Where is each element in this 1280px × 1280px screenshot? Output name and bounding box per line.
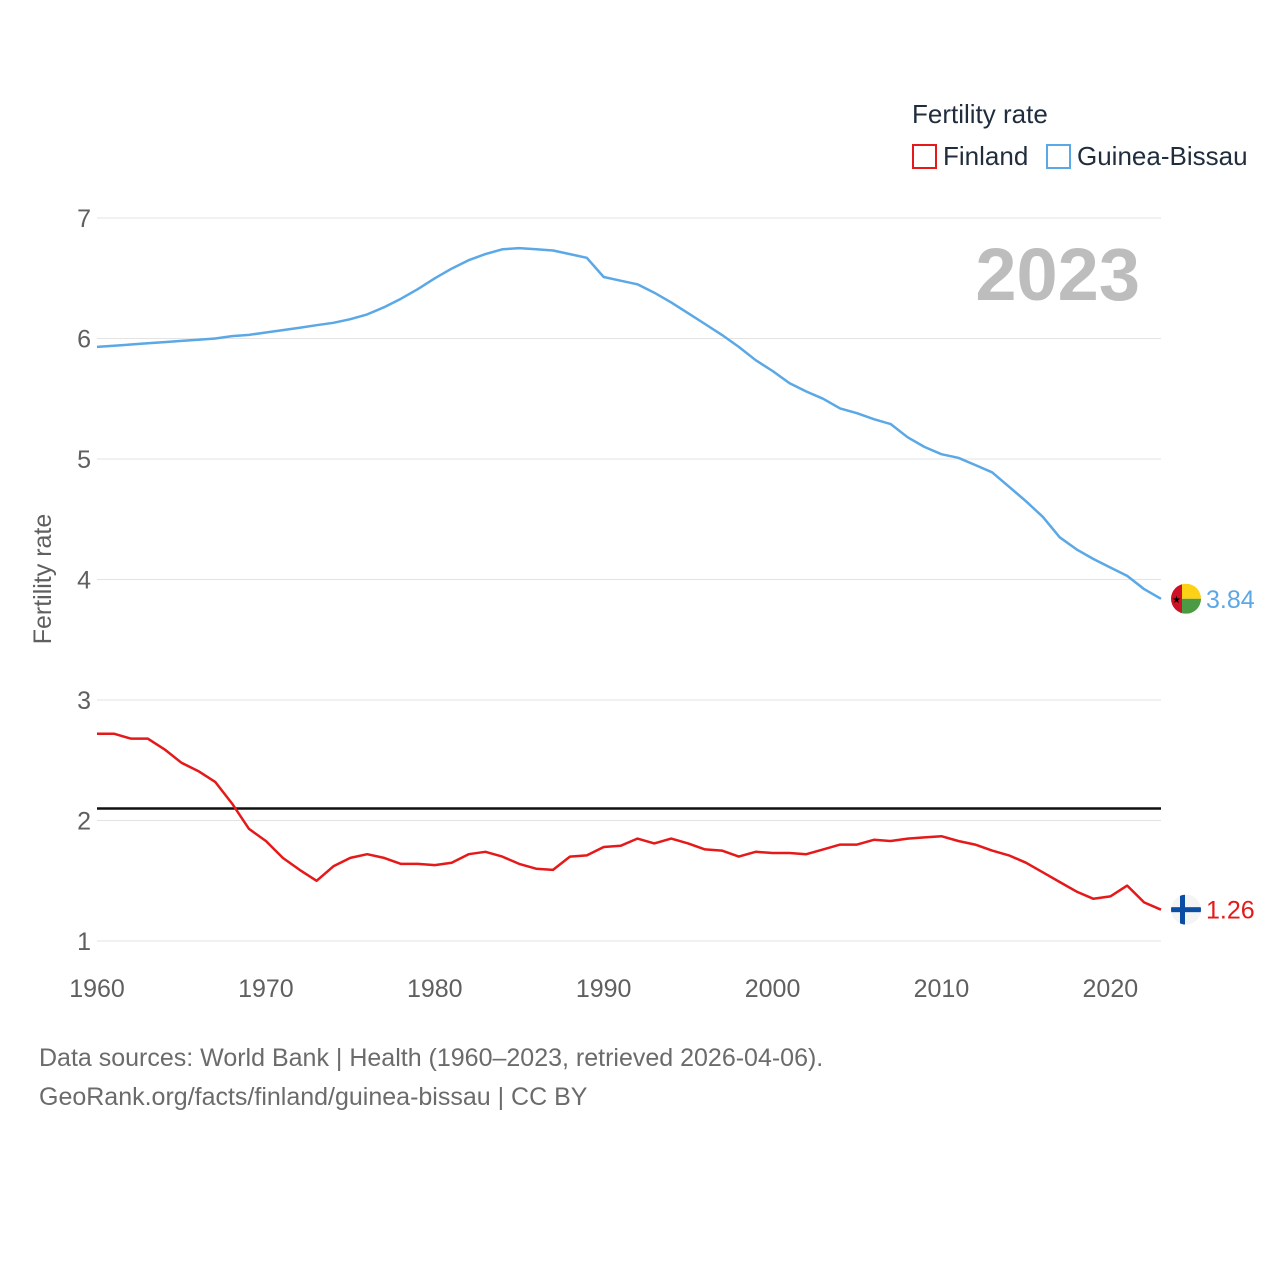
series-line-finland[interactable]: [97, 732, 1162, 911]
legend-swatch-finland: [912, 143, 937, 169]
y-tick-label-1: 1: [77, 928, 91, 956]
series-group: 1.26 3.84: [96, 246, 1255, 925]
gridlines: [97, 217, 1161, 942]
x-tick-label-2020: 2020: [1083, 975, 1139, 1003]
y-tick-label-6: 6: [77, 326, 91, 354]
x-tick-label-1980: 1980: [407, 975, 463, 1003]
year-label: 2023: [975, 233, 1140, 316]
legend-item-guinea-bissau[interactable]: Guinea-Bissau: [1046, 141, 1248, 171]
guinea-bissau-flag-icon: ★: [1171, 583, 1201, 614]
end-value-label-finland: 1.26: [1206, 897, 1255, 925]
end-value-label-guinea-bissau: 3.84: [1206, 586, 1255, 614]
y-tick-label-7: 7: [77, 205, 91, 233]
legend-label-guinea-bissau: Guinea-Bissau: [1077, 140, 1248, 171]
y-tick-label-3: 3: [77, 687, 91, 715]
series-line-guinea-bissau[interactable]: [96, 246, 1162, 600]
y-tick-label-4: 4: [77, 567, 91, 595]
finland-flag-icon: [1171, 894, 1201, 925]
x-tick-label-1970: 1970: [238, 975, 294, 1003]
x-tick-label-2010: 2010: [914, 975, 970, 1003]
end-markers: ★: [1171, 583, 1201, 925]
source-line-1: Data sources: World Bank | Health (1960–…: [39, 1044, 824, 1072]
legend-swatch-guinea-bissau: [1046, 143, 1071, 169]
y-axis-ticks: 1 2 3 4 5 6 7: [77, 205, 91, 956]
legend-title: Fertility rate: [912, 99, 1048, 129]
svg-text:★: ★: [1172, 595, 1181, 606]
x-axis-ticks: 1960 1970 1980 1990 2000 2010 2020: [69, 975, 1138, 1003]
legend-item-finland[interactable]: Finland: [912, 141, 1028, 171]
y-tick-label-5: 5: [77, 446, 91, 474]
source-line-2[interactable]: GeoRank.org/facts/finland/guinea-bissau …: [39, 1083, 588, 1111]
x-tick-label-1960: 1960: [69, 975, 125, 1003]
y-tick-label-2: 2: [77, 808, 91, 836]
x-tick-label-1990: 1990: [576, 975, 632, 1003]
x-tick-label-2000: 2000: [745, 975, 801, 1003]
y-axis-title: Fertility rate: [29, 514, 57, 645]
legend-label-finland: Finland: [943, 140, 1029, 171]
